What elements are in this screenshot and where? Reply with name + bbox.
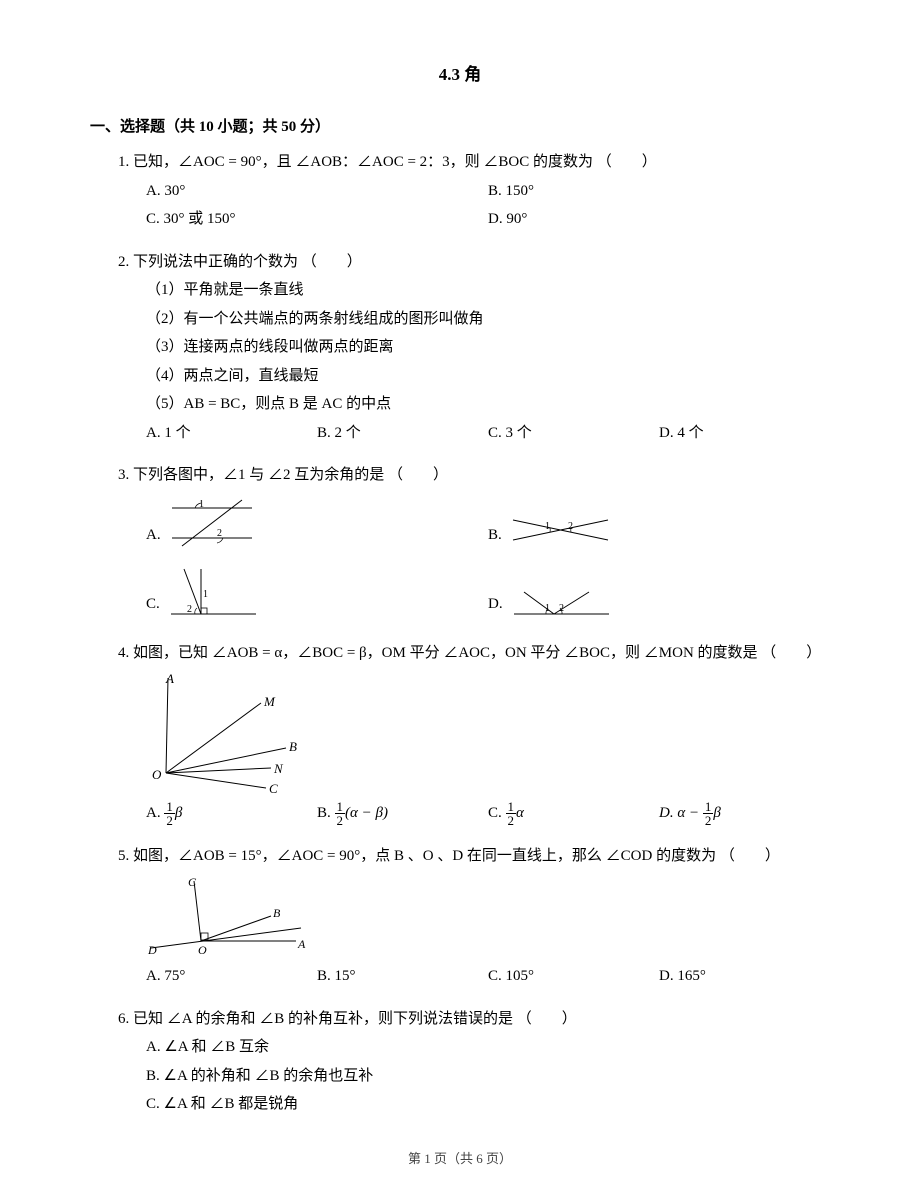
q5-label-C: C: [188, 876, 197, 889]
q4-label-N: N: [273, 761, 284, 776]
q2-opt-d: D. 4 个: [659, 419, 830, 448]
q4-label-A: A: [165, 673, 174, 686]
svg-text:1: 1: [203, 589, 208, 600]
q3-stem: 3. 下列各图中，∠1 与 ∠2 互为余角的是 （ ）: [136, 461, 830, 490]
q3-c-label: C.: [146, 590, 160, 619]
q4-opt-c: C. 12α: [488, 799, 659, 828]
svg-text:1: 1: [545, 521, 550, 532]
q4-label-C: C: [269, 781, 278, 793]
q4-opt-d: D. α − 12β: [659, 799, 830, 828]
q3-d-label: D.: [488, 590, 503, 619]
svg-text:2: 2: [187, 604, 192, 615]
section-heading: 一、选择题（共 10 小题；共 50 分）: [90, 115, 830, 136]
question-5: 5. 如图，∠AOB = 15°，∠AOC = 90°，点 B 、O 、D 在同…: [118, 842, 830, 991]
q3-opt-b: B. 1 2: [488, 498, 830, 550]
q1-options: A. 30° B. 150° C. 30° 或 150° D. 90°: [146, 177, 830, 234]
q3-a-label: A.: [146, 521, 161, 550]
svg-text:2: 2: [217, 528, 222, 539]
q2-sub1: （1）平角就是一条直线: [146, 276, 830, 305]
q5-stem: 5. 如图，∠AOB = 15°，∠AOC = 90°，点 B 、O 、D 在同…: [136, 842, 830, 871]
q4-label-M: M: [263, 694, 276, 709]
q2-sub3: （3）连接两点的线段叫做两点的距离: [146, 333, 830, 362]
q3-b-label: B.: [488, 521, 502, 550]
q5-options: A. 75° B. 15° C. 105° D. 165°: [146, 962, 830, 991]
question-3: 3. 下列各图中，∠1 与 ∠2 互为余角的是 （ ） A. 1 2 B.: [118, 461, 830, 625]
q3-figure-options: A. 1 2 B. 1 2: [146, 490, 830, 625]
q4-stem: 4. 如图，已知 ∠AOB = α，∠BOC = β，OM 平分 ∠AOC，ON…: [136, 639, 830, 668]
q5-opt-d: D. 165°: [659, 962, 830, 991]
page-footer: 第 1 页（共 6 页）: [0, 1148, 920, 1167]
q4-label-O: O: [152, 767, 162, 782]
q1-opt-a: A. 30°: [146, 177, 488, 206]
q4-options: A. 12β B. 12(α − β) C. 12α D. α − 12β: [146, 799, 830, 828]
q1-opt-c: C. 30° 或 150°: [146, 205, 488, 234]
q1-stem: 1. 已知，∠AOC = 90°，且 ∠AOB：∠AOC = 2：3，则 ∠BO…: [136, 148, 830, 177]
q6-opt-c: C. ∠A 和 ∠B 都是锐角: [146, 1090, 830, 1119]
question-2: 2. 下列说法中正确的个数为 （ ） （1）平角就是一条直线 （2）有一个公共端…: [118, 248, 830, 448]
page-title: 4.3 角: [90, 60, 830, 85]
q5-label-A: A: [297, 937, 306, 951]
q1-opt-b: B. 150°: [488, 177, 830, 206]
q5-figure: C B A O D: [146, 876, 830, 956]
q6-opt-b: B. ∠A 的补角和 ∠B 的余角也互补: [146, 1062, 830, 1091]
q2-options: A. 1 个 B. 2 个 C. 3 个 D. 4 个: [146, 419, 830, 448]
q3-opt-c: C. 1 2: [146, 564, 488, 619]
q2-sub4: （4）两点之间，直线最短: [146, 362, 830, 391]
q6-stem: 6. 已知 ∠A 的余角和 ∠B 的补角互补，则下列说法错误的是 （ ）: [136, 1005, 830, 1034]
question-1: 1. 已知，∠AOC = 90°，且 ∠AOB：∠AOC = 2：3，则 ∠BO…: [118, 148, 830, 234]
question-6: 6. 已知 ∠A 的余角和 ∠B 的补角互补，则下列说法错误的是 （ ） A. …: [118, 1005, 830, 1119]
q6-opt-a: A. ∠A 和 ∠B 互余: [146, 1033, 830, 1062]
q2-opt-a: A. 1 个: [146, 419, 317, 448]
q2-opt-b: B. 2 个: [317, 419, 488, 448]
q2-stem: 2. 下列说法中正确的个数为 （ ）: [136, 248, 830, 277]
q3-fig-a: 1 2: [167, 498, 267, 550]
svg-text:2: 2: [559, 603, 564, 614]
q2-opt-c: C. 3 个: [488, 419, 659, 448]
q5-opt-a: A. 75°: [146, 962, 317, 991]
q2-sub2: （2）有一个公共端点的两条射线组成的图形叫做角: [146, 305, 830, 334]
q5-label-D: D: [147, 943, 157, 956]
q3-opt-a: A. 1 2: [146, 498, 488, 550]
q3-fig-c: 1 2: [166, 564, 266, 619]
q3-opt-d: D. 1 2: [488, 564, 830, 619]
q3-fig-d: 1 2: [509, 584, 619, 619]
q3-fig-b: 1 2: [508, 510, 618, 550]
q5-opt-b: B. 15°: [317, 962, 488, 991]
q2-sub5: （5）AB = BC，则点 B 是 AC 的中点: [146, 390, 830, 419]
q4-opt-b: B. 12(α − β): [317, 799, 488, 828]
q4-opt-a: A. 12β: [146, 799, 317, 828]
q5-label-B: B: [273, 906, 281, 920]
q5-label-O: O: [198, 943, 207, 956]
q1-opt-d: D. 90°: [488, 205, 830, 234]
q5-opt-c: C. 105°: [488, 962, 659, 991]
page: 4.3 角 一、选择题（共 10 小题；共 50 分） 1. 已知，∠AOC =…: [0, 0, 920, 1191]
q4-label-B: B: [289, 739, 297, 754]
q4-figure: A M B N C O: [146, 673, 830, 793]
svg-text:1: 1: [199, 499, 204, 510]
question-4: 4. 如图，已知 ∠AOB = α，∠BOC = β，OM 平分 ∠AOC，ON…: [118, 639, 830, 828]
